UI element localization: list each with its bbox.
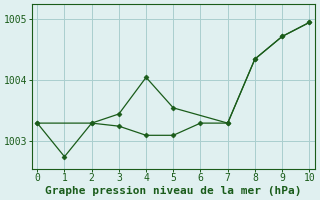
X-axis label: Graphe pression niveau de la mer (hPa): Graphe pression niveau de la mer (hPa): [45, 186, 301, 196]
